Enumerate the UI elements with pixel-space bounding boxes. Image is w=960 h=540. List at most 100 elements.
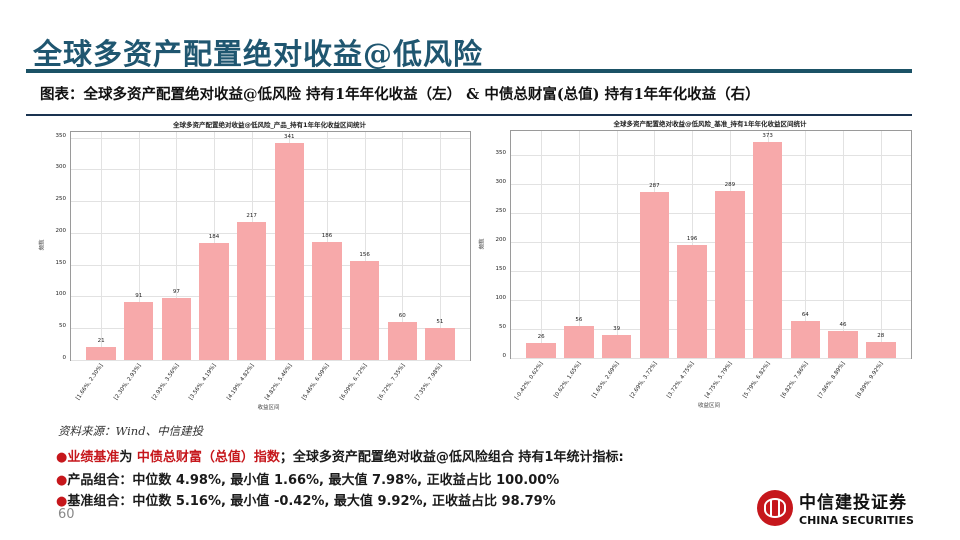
x-tick-label: [2.69%, 3.72%] [628,361,659,400]
bar-value-label: 39 [613,326,621,333]
y-tick-label: 300 [495,179,507,186]
y-axis-label: 频数 [39,239,46,251]
product-stats-text: 产品组合：中位数 4.98%, 最小值 1.66%, 最大值 7.98%, 正收… [67,473,560,488]
gridline [511,155,911,157]
bar-value-label: 156 [359,251,370,258]
x-axis-label: 收益区间 [698,403,721,409]
y-tick-label: 100 [55,291,67,298]
gridline [616,131,618,358]
gridline [541,131,543,358]
bar-value-label: 184 [208,234,220,241]
bar-value-label: 196 [686,235,698,242]
y-tick-label: 350 [495,150,507,157]
benchmark-index-name: 中债总财富（总值）指数 [136,450,280,465]
y-tick-label: 150 [495,266,507,273]
y-tick-label: 50 [499,324,506,331]
gridline [578,131,580,358]
bar: 91 [124,293,154,360]
x-tick-label: [6.09%, 6.72%] [339,363,369,402]
x-tick-label: [4.82%, 5.46%] [263,363,294,402]
x-tick-label: [3.56%, 4.19%] [188,363,218,402]
x-tick-label: [0.62%, 1.65%] [553,361,583,400]
bar: 156 [349,252,380,360]
product-stats: ●产品组合：中位数 4.98%, 最小值 1.66%, 最大值 7.98%, 正… [56,469,559,488]
bar-value-label: 186 [321,232,333,239]
product-return-histogram: 全球多资产配置绝对收益@低风险_产品_持有1年年化收益区间统计 21 91 97 184… [40,121,471,411]
x-tick-label: [3.72%, 4.75%] [666,361,697,400]
x-tick-label: [5.79%, 6.82%] [742,361,772,400]
y-tick-label: 250 [55,196,67,203]
page-number: 60 [58,507,75,522]
bar: 56 [564,317,594,358]
x-tick-label: [2.93%, 3.56%] [150,363,181,402]
y-tick-label: 50 [59,323,66,330]
x-tick-label: [6.82%, 7.86%] [779,361,810,400]
benchmark-stats-intro: ；全球多资产配置绝对收益@低风险组合 持有1年统计指标: [279,450,624,465]
bullet-icon: ● [56,473,68,488]
x-tick-label: [6.72%, 7.35%] [376,363,407,402]
x-tick-label: [-0.42%, 0.62%] [514,361,546,402]
gridline [71,201,470,203]
x-tick-label: [7.86%, 8.89%] [817,361,847,400]
gridline [71,360,470,361]
benchmark-stats: ●基准组合：中位数 5.16%, 最小值 -0.42%, 最大值 9.92%, … [56,490,556,509]
bar-value-label: 287 [649,182,660,189]
y-tick-label: 150 [55,259,67,266]
bar-value-label: 91 [135,293,143,300]
x-tick-label: [4.19%, 4.82%] [226,363,256,402]
bar-value-label: 97 [172,289,180,296]
gridline [138,132,140,360]
bar-value-label: 21 [97,337,105,344]
benchmark-stats-text: 基准组合：中位数 5.16%, 最小值 -0.42%, 最大值 9.92%, 正… [67,494,556,509]
gridline [71,232,470,234]
citic-logo-icon [757,489,793,526]
bar-value-label: 64 [801,311,809,318]
y-axis-label: 频数 [479,237,486,250]
bar: 184 [199,234,229,360]
bar-value-label: 373 [762,133,773,140]
benchmark-return-histogram: 全球多资产配置绝对收益@低风险_基准_持有1年年化收益区间统计 26 56 39 287… [480,120,912,409]
x-tick-label: [1.66%, 2.30%] [75,363,106,402]
bar: 289 [715,182,745,358]
bar: 21 [86,338,116,360]
bar: 373 [752,133,783,358]
gridline [511,184,911,186]
bar: 341 [274,134,304,360]
gridline [511,271,911,273]
gridline [176,132,178,360]
bar-value-label: 60 [398,312,406,319]
gridline [71,137,470,139]
y-tick-label: 250 [495,208,507,215]
bar-value-label: 26 [537,333,545,340]
gridline [511,242,911,244]
bar: 97 [161,289,192,360]
y-tick-label: 100 [495,295,507,302]
caption-divider [26,114,912,116]
chart-title: 全球多资产配置绝对收益@低风险_产品_持有1年年化收益区间统计 [172,121,367,129]
plot-area: 26 56 39 287 196 289 373 64 46 28 [510,130,912,359]
bar: 51 [425,319,455,360]
y-tick-label: 0 [502,353,507,359]
bar: 26 [526,334,556,358]
page-title: 全球多资产配置绝对收益@低风险 [33,37,484,71]
gridline [880,131,882,358]
gridline [364,132,366,360]
bar: 186 [312,233,342,360]
x-tick-label: [8.89%, 9.92%] [855,361,885,400]
logo-english-name: CHINA SECURITIES [799,514,914,527]
gridline [511,300,911,302]
gridline [843,131,845,358]
y-tick-label: 200 [55,227,67,234]
benchmark-note: ●业绩基准为 中债总财富（总值）指数；全球多资产配置绝对收益@低风险组合 持有1… [56,446,624,465]
bar: 287 [639,183,670,358]
gridline [439,132,441,360]
logo-chinese-name: 中信建投证券 [799,493,907,513]
bar-value-label: 56 [575,316,583,323]
bullet-icon: ● [56,494,68,509]
bullet-icon: ● [56,450,68,465]
bar: 39 [601,326,632,358]
bar: 46 [828,322,858,358]
benchmark-connector: 为 [119,450,137,465]
y-tick-label: 300 [55,164,67,171]
bar: 196 [677,236,707,358]
